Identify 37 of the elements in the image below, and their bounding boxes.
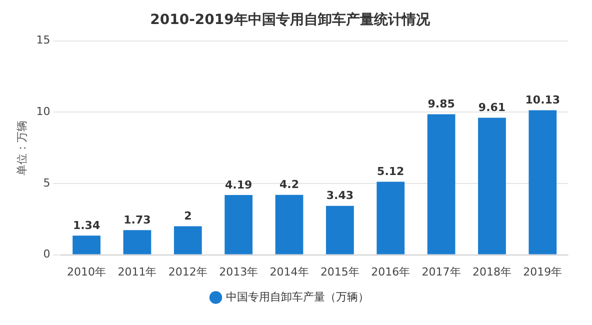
y-tick-label: 5: [43, 176, 50, 190]
data-label: 1.73: [124, 213, 151, 226]
x-tick-label: 2010年: [67, 265, 106, 278]
data-label: 9.61: [478, 101, 506, 114]
data-label: 1.34: [72, 219, 100, 232]
bar: [376, 182, 405, 254]
bar: [174, 226, 202, 254]
bar: [326, 206, 354, 254]
bar: [224, 195, 253, 254]
data-label: 5.12: [377, 165, 404, 178]
y-tick-label: 10: [36, 104, 50, 118]
y-axis-title: 单位：万辆: [15, 120, 28, 176]
x-tick-label: 2011年: [118, 265, 157, 278]
bar: [123, 230, 152, 254]
data-label: 4.2: [280, 178, 300, 192]
x-tick-label: 2017年: [422, 265, 461, 278]
chart-title: 2010-2019年中国专用自卸车产量统计情况: [150, 11, 431, 28]
data-label: 4.19: [225, 178, 252, 192]
bar: [528, 110, 557, 254]
x-tick-label: 2015年: [320, 265, 360, 278]
x-tick-label: 2012年: [168, 265, 208, 278]
y-tick-label: 0: [43, 248, 50, 261]
x-tick-label: 2013年: [219, 265, 258, 278]
x-tick-label: 2019年: [523, 265, 562, 278]
data-label: 2: [184, 210, 192, 223]
x-tick-label: 2016年: [371, 265, 410, 278]
data-label: 3.43: [326, 189, 354, 202]
x-tick-label: 2018年: [472, 265, 512, 278]
bar: [72, 236, 100, 254]
bar: [478, 118, 506, 254]
x-tick-label: 2014年: [270, 265, 309, 278]
bar: [275, 194, 304, 254]
legend-label: 中国专用自卸车产量（万辆）: [226, 290, 369, 304]
data-label: 10.13: [525, 94, 560, 107]
data-label: 9.85: [428, 98, 455, 111]
y-tick-label: 15: [36, 34, 50, 47]
bar: [427, 114, 456, 254]
